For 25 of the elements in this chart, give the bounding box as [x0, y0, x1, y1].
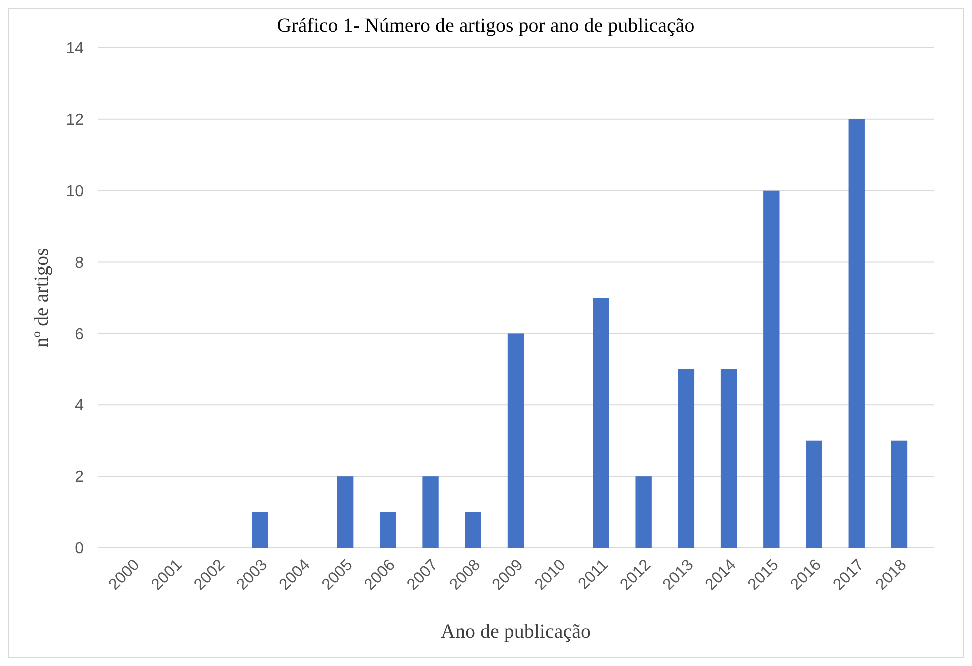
- bar: [337, 476, 354, 548]
- bar: [720, 369, 738, 548]
- bar: [806, 440, 822, 548]
- x-axis-title: Ano de publicação: [441, 621, 591, 643]
- bar: [848, 119, 865, 548]
- bar: [508, 334, 524, 548]
- chart-title: Gráfico 1- Número de artigos por ano de publicação: [277, 15, 695, 37]
- y-tick-label: 0: [75, 540, 84, 558]
- bar: [422, 476, 439, 548]
- bar: [678, 369, 695, 548]
- bar: [764, 190, 780, 548]
- bar: [891, 440, 908, 548]
- y-tick-label: 12: [66, 112, 84, 130]
- bar: [465, 512, 482, 548]
- bar: [593, 298, 610, 548]
- y-tick-label: 4: [75, 398, 84, 415]
- y-tick-label: 10: [66, 183, 84, 200]
- bar: [636, 476, 652, 548]
- bar: [380, 512, 396, 548]
- y-tick-label: 14: [66, 40, 84, 58]
- y-tick-label: 6: [75, 326, 84, 344]
- y-axis-title: nº de artigos: [31, 248, 53, 348]
- bar: [252, 512, 268, 548]
- y-tick-label: 8: [75, 254, 84, 272]
- y-tick-label: 2: [75, 469, 84, 486]
